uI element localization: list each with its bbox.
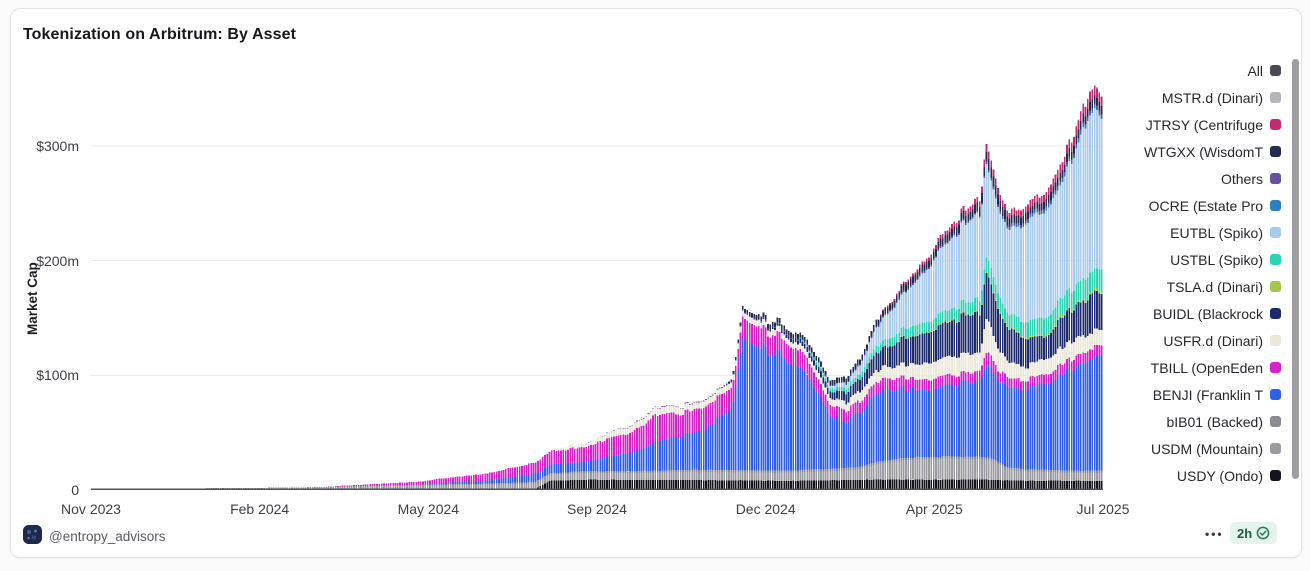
stacked-bar-chart[interactable] [91, 56, 1103, 492]
check-circle-icon [1256, 526, 1270, 540]
legend-item-ustbl-spiko[interactable]: USTBL (Spiko) [1109, 246, 1281, 273]
legend-item-jtrsy-centrifuge[interactable]: JTRSY (Centrifuge [1109, 111, 1281, 138]
legend-item-mstr-d-dinari[interactable]: MSTR.d (Dinari) [1109, 84, 1281, 111]
legend-swatch [1270, 200, 1281, 211]
legend-swatch [1270, 254, 1281, 265]
legend: All MSTR.d (Dinari) JTRSY (Centrifuge WTGXX… [1109, 57, 1281, 489]
y-tick-label: $200m [36, 252, 79, 269]
legend-label: BUIDL (Blackrock [1153, 305, 1263, 322]
time-text: 2h [1237, 525, 1253, 541]
legend-item-buidl-blackrock[interactable]: BUIDL (Blackrock [1109, 300, 1281, 327]
legend-label: bIB01 (Backed) [1166, 413, 1264, 430]
legend-label: Others [1220, 170, 1263, 187]
x-tick-label: Nov 2023 [61, 501, 121, 517]
legend-label: All [1247, 62, 1263, 79]
brand-logo-icon [23, 525, 42, 544]
legend-item-all[interactable]: All [1109, 57, 1281, 84]
legend-swatch [1270, 362, 1281, 373]
legend-swatch [1270, 416, 1281, 427]
chart-card: Tokenization on Arbitrum: By Asset Marke… [10, 8, 1302, 558]
legend-swatch [1270, 443, 1281, 454]
y-tick-label: 0 [71, 482, 79, 498]
legend-item-eutbl-spiko[interactable]: EUTBL (Spiko) [1109, 219, 1281, 246]
legend-label: USFR.d (Dinari) [1163, 332, 1263, 349]
legend-item-wtgxx-wisdomt[interactable]: WTGXX (WisdomT [1109, 138, 1281, 165]
legend-label: MSTR.d (Dinari) [1161, 89, 1263, 106]
x-tick-label: Apr 2025 [905, 501, 963, 517]
legend-swatch [1270, 281, 1281, 292]
legend-item-usdm-mountain[interactable]: USDM (Mountain) [1109, 435, 1281, 462]
legend-item-tbill-openeden[interactable]: TBILL (OpenEden [1109, 354, 1281, 381]
legend-swatch [1270, 470, 1281, 481]
freshness-badge: 2h [1230, 522, 1278, 544]
legend-scrollbar[interactable] [1292, 59, 1299, 479]
legend-label: JTRSY (Centrifuge [1145, 116, 1263, 133]
legend-item-others[interactable]: Others [1109, 165, 1281, 192]
legend-swatch [1270, 119, 1281, 130]
y-axis-label: Market Cap [25, 262, 40, 336]
x-tick-label: Jul 2025 [1076, 501, 1130, 517]
legend-swatch [1270, 389, 1281, 400]
x-tick-label: May 2024 [397, 501, 460, 517]
legend-label: USTBL (Spiko) [1170, 251, 1263, 268]
legend-label: USDY (Ondo) [1176, 467, 1263, 484]
x-tick-label: Feb 2024 [230, 501, 290, 517]
legend-label: EUTBL (Spiko) [1170, 224, 1263, 241]
legend-swatch [1270, 146, 1281, 157]
y-tick-label: $100m [36, 367, 79, 384]
legend-label: TBILL (OpenEden [1150, 359, 1263, 376]
legend-item-usfr-d-dinari[interactable]: USFR.d (Dinari) [1109, 327, 1281, 354]
legend-item-benji-franklin-t[interactable]: BENJI (Franklin T [1109, 381, 1281, 408]
chart-title: Tokenization on Arbitrum: By Asset [23, 26, 297, 43]
x-tick-label: Sep 2024 [567, 501, 627, 517]
legend-label: TSLA.d (Dinari) [1166, 278, 1263, 295]
account-handle: @entropy_advisors [49, 529, 166, 544]
legend-item-ocre-estate-pro[interactable]: OCRE (Estate Pro [1109, 192, 1281, 219]
legend-swatch [1270, 227, 1281, 238]
chart-bars [91, 84, 1103, 490]
legend-swatch [1270, 173, 1281, 184]
legend-label: WTGXX (WisdomT [1144, 143, 1263, 160]
legend-item-usdy-ondo[interactable]: USDY (Ondo) [1109, 462, 1281, 489]
legend-label: USDM (Mountain) [1150, 440, 1263, 457]
x-tick-label: Dec 2024 [735, 501, 796, 517]
more-options-button[interactable]: ••• [1205, 527, 1224, 541]
legend-swatch [1270, 335, 1281, 346]
legend-label: OCRE (Estate Pro [1148, 197, 1263, 214]
legend-item-bib01-backed[interactable]: bIB01 (Backed) [1109, 408, 1281, 435]
legend-swatch [1270, 65, 1281, 76]
legend-item-tsla-d-dinari[interactable]: TSLA.d (Dinari) [1109, 273, 1281, 300]
legend-swatch [1270, 308, 1281, 319]
y-tick-label: $300m [36, 137, 79, 154]
legend-swatch [1270, 92, 1281, 103]
legend-label: BENJI (Franklin T [1152, 386, 1263, 403]
